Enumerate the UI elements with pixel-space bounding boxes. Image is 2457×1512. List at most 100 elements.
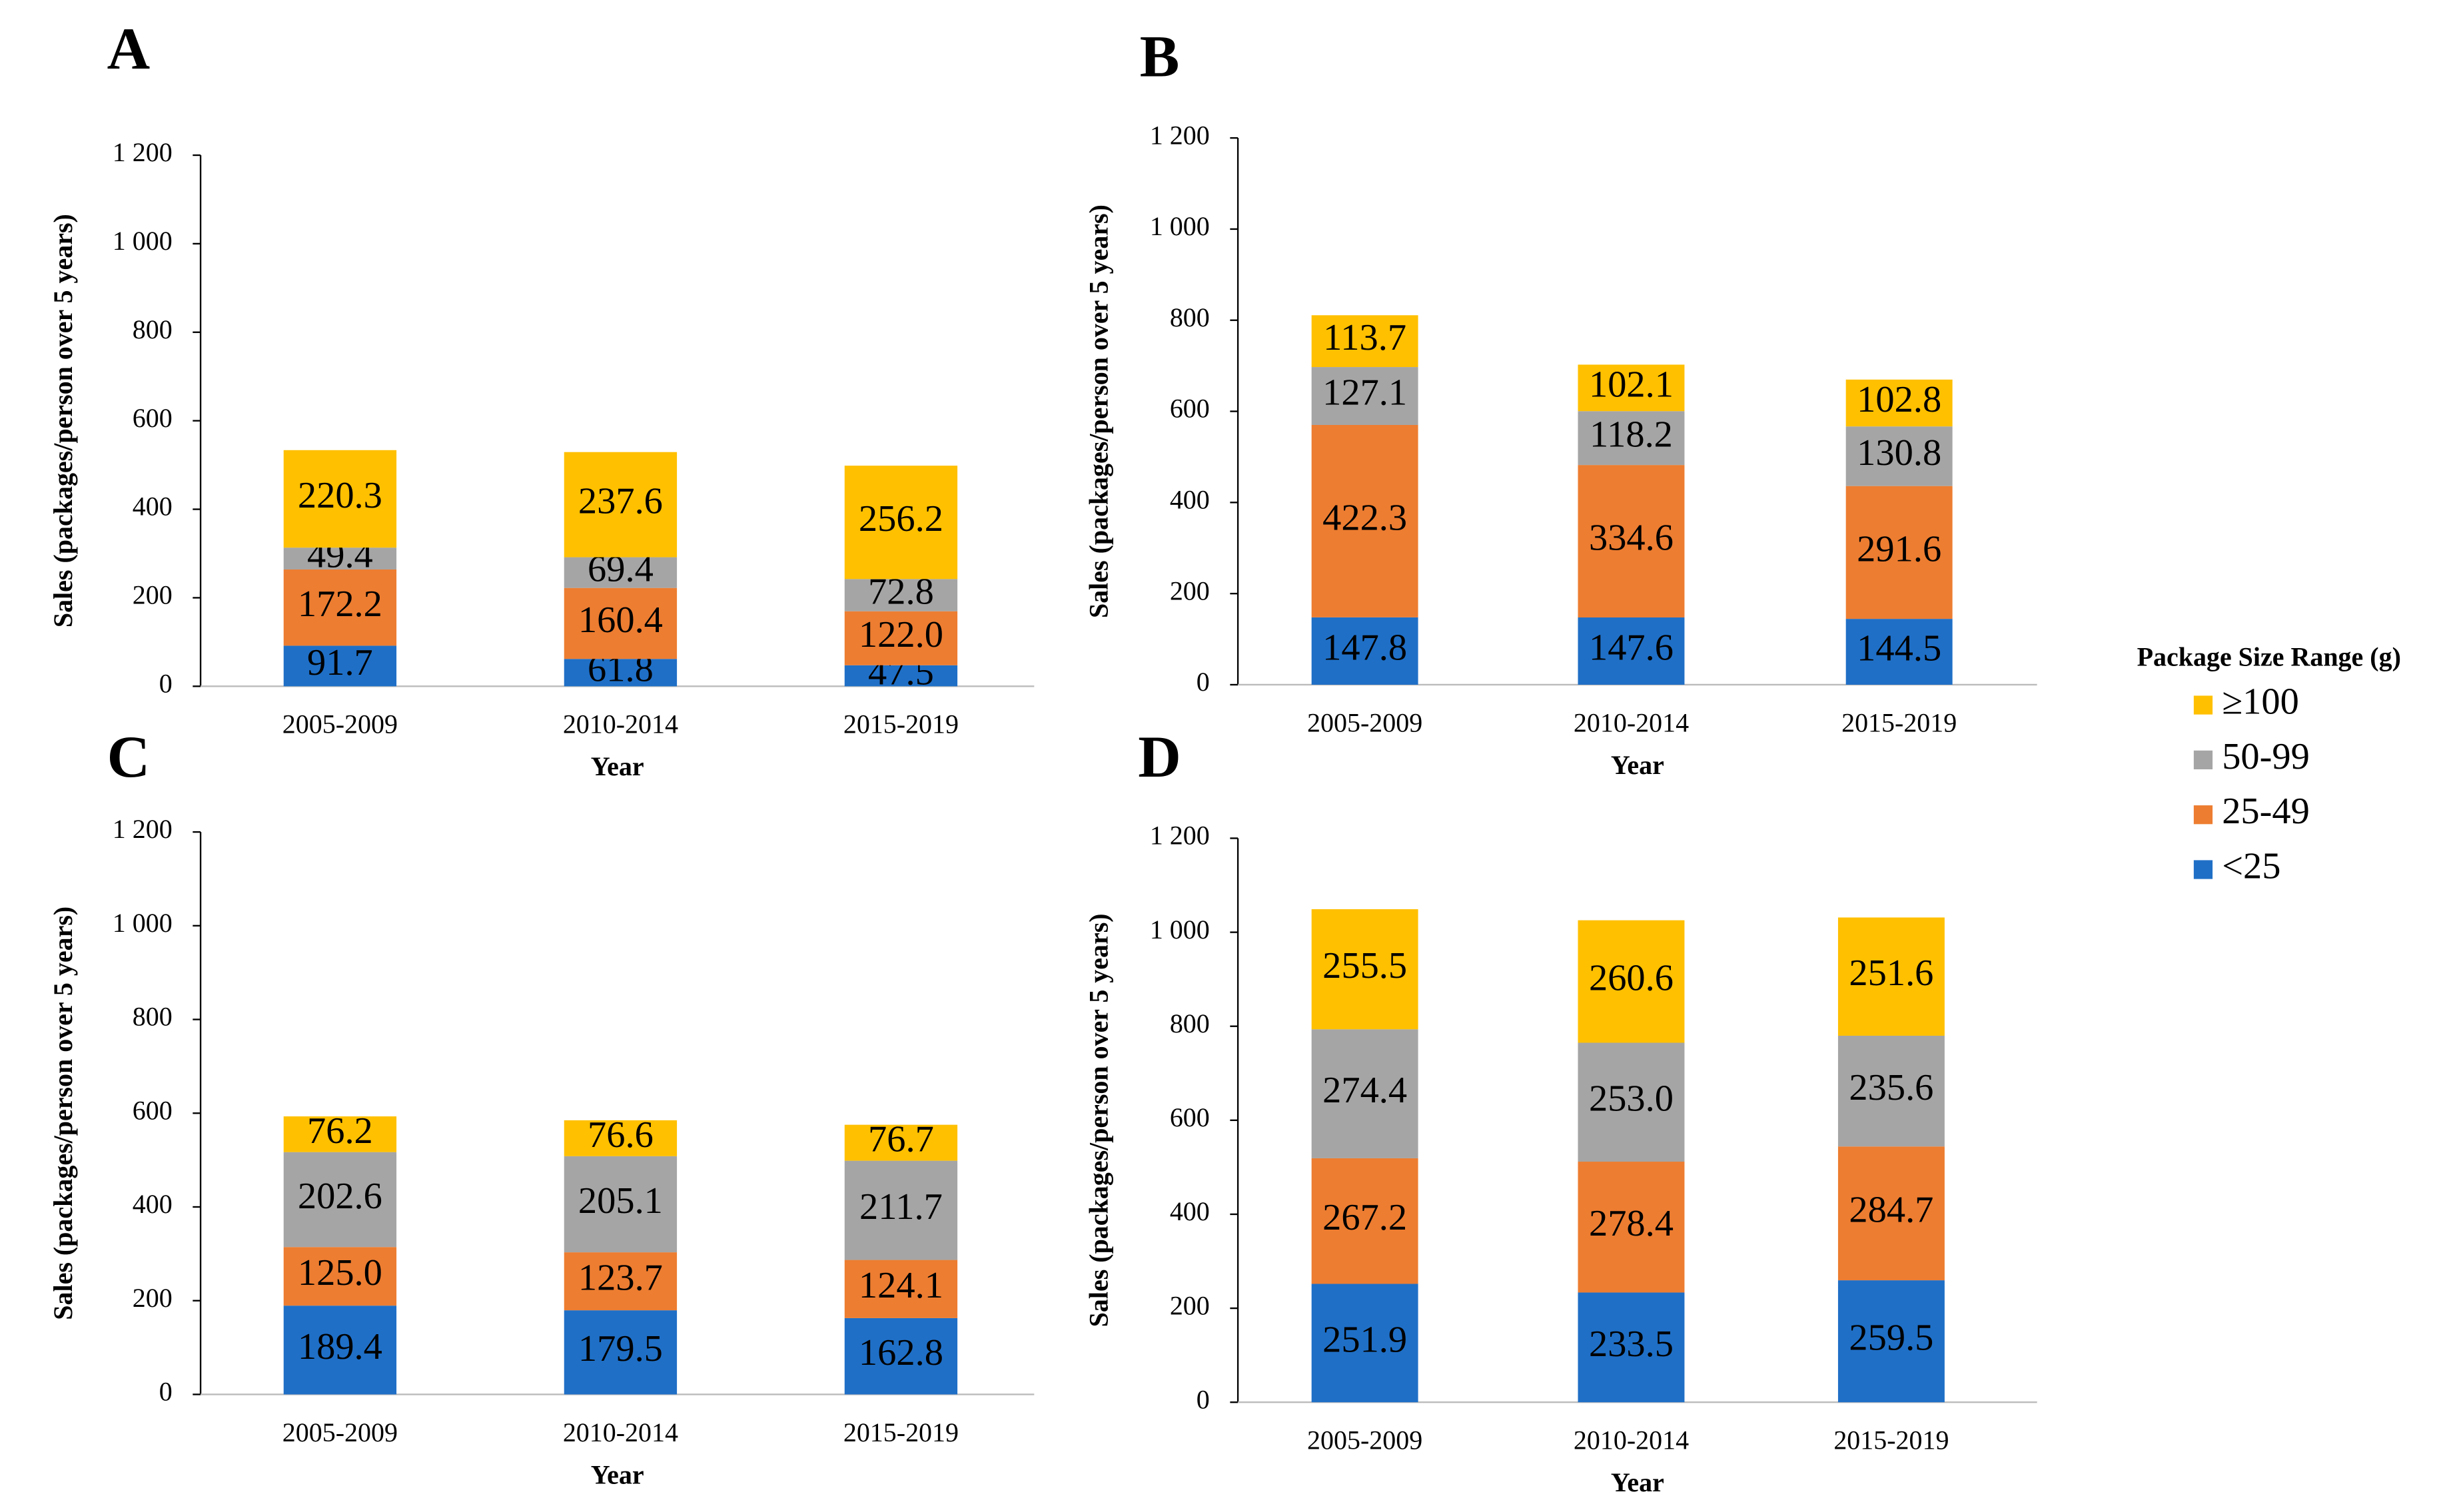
bar-segment bbox=[564, 659, 678, 687]
data-label: 122.0 bbox=[859, 614, 943, 655]
x-tick-label: 2005-2009 bbox=[1307, 707, 1422, 737]
bar-segment bbox=[283, 1152, 397, 1248]
y-tick-label: 0 bbox=[159, 669, 173, 699]
data-label: 123.7 bbox=[578, 1258, 663, 1299]
bar-segment bbox=[1845, 486, 1953, 619]
data-label: 274.4 bbox=[1322, 1070, 1407, 1111]
bar-segment bbox=[283, 1247, 397, 1306]
y-tick-label: 1 000 bbox=[1150, 211, 1210, 241]
data-label: 76.7 bbox=[868, 1119, 934, 1160]
x-tick-label: 2005-2009 bbox=[1307, 1425, 1422, 1455]
bar-segment bbox=[564, 1252, 678, 1311]
y-tick-label: 200 bbox=[133, 1283, 173, 1313]
bar-segment bbox=[1578, 465, 1685, 618]
bar-segment bbox=[844, 1260, 958, 1318]
data-label: 422.3 bbox=[1322, 497, 1407, 538]
bar-segment bbox=[1837, 1035, 1945, 1147]
data-label: 102.8 bbox=[1857, 379, 1941, 420]
data-label: 125.0 bbox=[298, 1252, 382, 1294]
y-tick-label: 1 200 bbox=[113, 814, 173, 844]
bar-segment bbox=[283, 569, 397, 646]
data-label: 237.6 bbox=[578, 481, 663, 522]
panel-label: B bbox=[1140, 24, 1180, 90]
data-label: 113.7 bbox=[1323, 317, 1406, 358]
y-tick-label: 0 bbox=[1197, 1384, 1210, 1414]
data-label: 253.0 bbox=[1589, 1078, 1674, 1120]
bar-segment bbox=[1578, 411, 1685, 466]
bar-segment bbox=[283, 645, 397, 687]
y-tick-label: 1 200 bbox=[1150, 821, 1210, 851]
bar-segment bbox=[564, 1156, 678, 1253]
bar-segment bbox=[1578, 617, 1685, 685]
bar-segment bbox=[844, 611, 958, 665]
y-tick-label: 1 000 bbox=[113, 226, 173, 256]
data-label: 284.7 bbox=[1849, 1190, 1933, 1231]
bar-segment bbox=[844, 665, 958, 687]
data-label: 260.6 bbox=[1589, 958, 1674, 999]
y-tick-label: 1 200 bbox=[1150, 120, 1210, 150]
legend-title: Package Size Range (g) bbox=[2137, 642, 2401, 672]
y-tick-label: 800 bbox=[1170, 1008, 1210, 1038]
legend-swatch bbox=[2193, 695, 2213, 715]
data-label: 76.2 bbox=[307, 1110, 373, 1152]
data-label: 118.2 bbox=[1590, 414, 1673, 456]
y-tick-label: 800 bbox=[1170, 302, 1210, 332]
y-tick-label: 400 bbox=[1170, 1196, 1210, 1226]
bar-segment bbox=[1311, 617, 1418, 685]
data-label: 102.1 bbox=[1589, 364, 1674, 405]
x-tick-label: 2010-2014 bbox=[563, 709, 678, 739]
x-axis-title: Year bbox=[591, 1459, 644, 1489]
bar-segment bbox=[1845, 426, 1953, 486]
data-label: 76.6 bbox=[588, 1114, 654, 1156]
y-axis-title: Sales (packages/person over 5 years) bbox=[48, 907, 78, 1320]
bar-segment bbox=[1578, 1042, 1685, 1162]
bar-segment bbox=[283, 450, 397, 548]
y-tick-label: 800 bbox=[133, 314, 173, 344]
bar-segment bbox=[844, 1160, 958, 1260]
bar-segment bbox=[1837, 1280, 1945, 1403]
y-axis-title: Sales (packages/person over 5 years) bbox=[1084, 204, 1114, 618]
y-tick-label: 600 bbox=[1170, 1102, 1210, 1132]
y-tick-label: 200 bbox=[1170, 1290, 1210, 1320]
x-axis-title: Year bbox=[1611, 750, 1664, 780]
y-tick-label: 0 bbox=[159, 1377, 173, 1407]
data-label: 172.2 bbox=[298, 583, 382, 625]
bar-segment bbox=[844, 466, 958, 579]
y-axis-title: Sales (packages/person over 5 years) bbox=[1084, 913, 1114, 1327]
legend-label: ≥100 bbox=[2222, 681, 2299, 723]
bar-segment bbox=[564, 1120, 678, 1156]
y-tick-label: 400 bbox=[133, 1189, 173, 1219]
y-tick-label: 0 bbox=[1197, 667, 1210, 697]
data-label: 334.6 bbox=[1589, 518, 1674, 559]
legend-swatch bbox=[2193, 805, 2213, 825]
legend-label: <25 bbox=[2222, 845, 2280, 887]
data-label: 278.4 bbox=[1589, 1203, 1674, 1244]
x-tick-label: 2010-2014 bbox=[563, 1417, 678, 1447]
bar-segment bbox=[1311, 1158, 1418, 1284]
bar-segment bbox=[1311, 367, 1418, 426]
x-tick-label: 2015-2019 bbox=[1841, 707, 1957, 737]
bar-segment bbox=[1578, 1162, 1685, 1293]
data-label: 256.2 bbox=[859, 498, 943, 540]
bar-segment bbox=[1578, 1292, 1685, 1403]
data-label: 130.8 bbox=[1857, 432, 1941, 474]
y-tick-label: 1 000 bbox=[113, 908, 173, 938]
bar-segment bbox=[564, 452, 678, 558]
panel-label: C bbox=[107, 724, 151, 790]
data-label: 127.1 bbox=[1322, 372, 1407, 413]
y-tick-label: 200 bbox=[133, 580, 173, 610]
x-axis-title: Year bbox=[591, 751, 644, 781]
data-label: 179.5 bbox=[578, 1328, 663, 1369]
legend-label: 50-99 bbox=[2222, 736, 2310, 777]
data-label: 235.6 bbox=[1849, 1067, 1933, 1108]
data-label: 144.5 bbox=[1857, 628, 1941, 669]
y-axis-title: Sales (packages/person over 5 years) bbox=[48, 214, 78, 627]
data-label: 147.8 bbox=[1322, 627, 1407, 668]
data-label: 205.1 bbox=[578, 1180, 663, 1222]
panel-label: A bbox=[107, 16, 151, 82]
bar-segment bbox=[1578, 920, 1685, 1043]
x-tick-label: 2010-2014 bbox=[1574, 1425, 1689, 1455]
y-tick-label: 400 bbox=[133, 492, 173, 522]
bar-segment bbox=[1578, 364, 1685, 412]
